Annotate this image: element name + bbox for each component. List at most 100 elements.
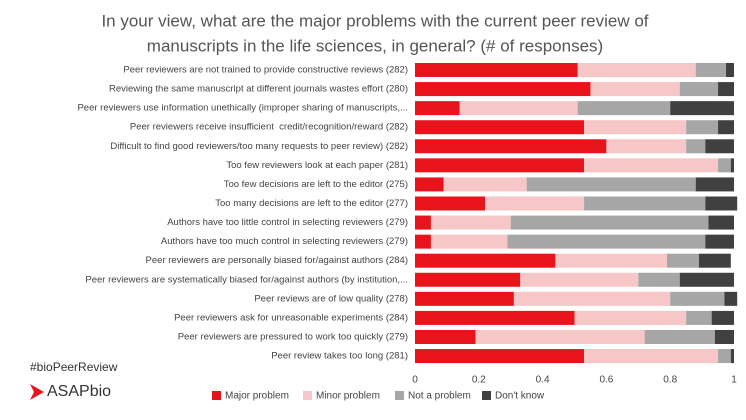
chart-title: In your view, what are the major problem…: [101, 11, 648, 30]
bar-segment: [415, 63, 578, 77]
x-tick-label: 0.4: [536, 375, 550, 386]
x-tick-label: 0.2: [472, 375, 486, 386]
x-tick-label: 0.6: [599, 375, 613, 386]
bar-segment: [415, 158, 585, 173]
category-label: Peer reviews are of low quality (278): [254, 293, 408, 304]
category-label: Reviewing the same manuscript at differe…: [109, 84, 408, 95]
legend-swatch: [303, 391, 312, 400]
bar-segment: [415, 234, 431, 249]
category-label: Peer reviewers use information unethical…: [77, 103, 408, 114]
bar-segment: [415, 196, 486, 211]
bar-segment: [584, 120, 687, 135]
bar-segment: [718, 120, 734, 135]
category-label: Too few decisions are left to the editor…: [224, 179, 408, 190]
bar-segment: [679, 82, 719, 97]
x-tick-label: 0.8: [663, 375, 677, 386]
bar-segment: [415, 291, 514, 306]
bar-segment: [638, 272, 680, 287]
bar-segment: [679, 272, 734, 287]
bar-segment: [415, 101, 460, 116]
category-label: Difficult to find good reviewers/too man…: [110, 141, 408, 152]
x-tick-label: 0: [412, 375, 418, 386]
bar-segment: [584, 196, 706, 211]
bar-segment: [705, 139, 734, 154]
category-label: Peer reviewers ask for unreasonable expe…: [174, 312, 408, 323]
bar-segment: [718, 349, 731, 364]
bar-segment: [686, 310, 712, 325]
bar-segment: [430, 215, 511, 230]
category-label: Peer reviewers are personally biased for…: [146, 255, 408, 266]
logo-text: ASAPbio: [47, 383, 111, 400]
bar-segment: [415, 120, 585, 135]
bar-segment: [526, 177, 696, 192]
category-label: Authors have too much control in selecti…: [161, 236, 408, 247]
bar-segment: [718, 82, 734, 97]
category-label: Peer reviewers are not trained to provid…: [123, 65, 408, 76]
bar-segment: [415, 253, 556, 268]
bar-segment: [459, 101, 578, 116]
bar-segment: [670, 291, 725, 306]
bar-segment: [555, 253, 668, 268]
bar-segment: [644, 329, 715, 344]
bar-segment: [705, 234, 734, 249]
bar-segment: [415, 139, 607, 154]
bar-segment: [443, 177, 527, 192]
bar-segment: [714, 329, 734, 344]
bar-segment: [507, 234, 706, 249]
bar-segment: [711, 310, 734, 325]
bar-segment: [584, 158, 719, 173]
bar-segment: [730, 349, 734, 364]
bar-segment: [695, 177, 734, 192]
bar-segment: [698, 253, 731, 268]
bar-segment: [415, 215, 431, 230]
bar-segment: [520, 272, 639, 287]
bar-segment: [708, 215, 734, 230]
legend-label: Major problem: [225, 391, 289, 402]
bar-segment: [475, 329, 645, 344]
category-label: Too few reviewers look at each paper (28…: [226, 160, 408, 171]
bar-segment: [574, 310, 687, 325]
legend-swatch: [395, 391, 404, 400]
bar-segment: [584, 349, 719, 364]
category-label: Peer reviewers receive insufficient cred…: [130, 122, 408, 133]
legend-swatch: [212, 391, 221, 400]
legend-swatch: [482, 391, 491, 400]
bar-segment: [510, 215, 709, 230]
bar-segment: [415, 329, 476, 344]
bar-segment: [667, 253, 699, 268]
bar-segment: [590, 82, 680, 97]
bar-segment: [606, 139, 687, 154]
bar-segment: [415, 272, 521, 287]
category-label: Too many decisions are left to the edito…: [215, 198, 408, 209]
hashtag: #bioPeerReview: [30, 360, 118, 374]
bar-segment: [730, 158, 734, 173]
bar-segment: [705, 196, 738, 211]
bar-segment: [577, 63, 696, 77]
logo: ASAPbio: [30, 383, 111, 400]
category-label: Peer reviewers are pressured to work too…: [178, 331, 408, 342]
bar-segment: [415, 310, 575, 325]
bar-segment: [415, 349, 585, 364]
bar-segment: [430, 234, 508, 249]
bar-segment: [415, 82, 591, 97]
bar-segment: [415, 177, 444, 192]
bar-segment: [686, 120, 719, 135]
legend-label: Minor problem: [316, 391, 380, 402]
category-label: Peer reviewers are systematically biased…: [85, 274, 408, 285]
bar-segment: [726, 63, 734, 77]
category-label: Authors have too little control in selec…: [167, 217, 408, 228]
bar-segment: [670, 101, 734, 116]
bar-segment: [577, 101, 671, 116]
bar-segment: [485, 196, 585, 211]
bar-segment: [695, 63, 727, 77]
bar-segment: [686, 139, 706, 154]
chart-title: manuscripts in the life sciences, in gen…: [147, 36, 603, 55]
legend-label: Not a problem: [408, 391, 471, 402]
logo-icon: [30, 384, 44, 400]
bar-segment: [724, 291, 738, 306]
x-tick-label: 1: [731, 375, 737, 386]
bar-segment: [718, 158, 731, 173]
category-label: Peer review takes too long (281): [271, 351, 408, 362]
bar-segment: [513, 291, 671, 306]
